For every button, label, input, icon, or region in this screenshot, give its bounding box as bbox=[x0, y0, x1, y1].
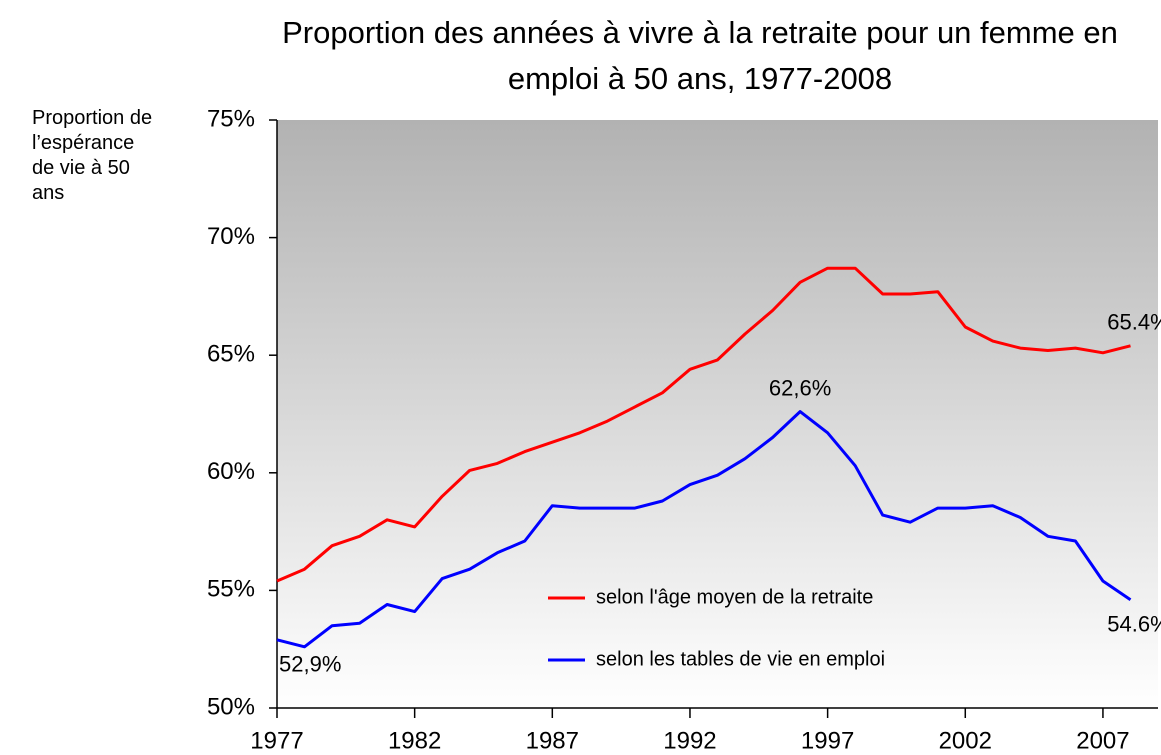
y-axis-label: Proportion de l’espérance de vie à 50 an… bbox=[32, 107, 153, 204]
x-tick-label: 1987 bbox=[526, 727, 579, 754]
y-tick-label: 60% bbox=[207, 458, 255, 485]
series-line bbox=[276, 266, 1131, 583]
x-tick-label: 1977 bbox=[250, 727, 303, 754]
data-label: 65.4% bbox=[1107, 310, 1161, 335]
y-tick-label: 70% bbox=[207, 223, 255, 250]
y-tick-label: 55% bbox=[207, 576, 255, 603]
y-tick-label: 50% bbox=[207, 693, 255, 720]
chart-title: Proportion des années à vivre à la retra… bbox=[282, 15, 1118, 96]
plot-area bbox=[277, 120, 1158, 708]
x-tick-label: 1992 bbox=[663, 727, 716, 754]
x-tick-label: 1997 bbox=[801, 727, 854, 754]
series-line bbox=[276, 410, 1132, 649]
data-label: 52,9% bbox=[279, 652, 341, 677]
data-label: 54.6% bbox=[1107, 612, 1161, 637]
legend-label: selon l'âge moyen de la retraite bbox=[596, 586, 873, 608]
x-tick-label: 2007 bbox=[1076, 727, 1129, 754]
x-tick-label: 1982 bbox=[388, 727, 441, 754]
y-tick-label: 65% bbox=[207, 341, 255, 368]
legend-label: selon les tables de vie en emploi bbox=[596, 648, 885, 670]
x-tick-label: 2002 bbox=[939, 727, 992, 754]
y-tick-label: 75% bbox=[207, 105, 255, 132]
data-label: 62,6% bbox=[769, 375, 831, 400]
